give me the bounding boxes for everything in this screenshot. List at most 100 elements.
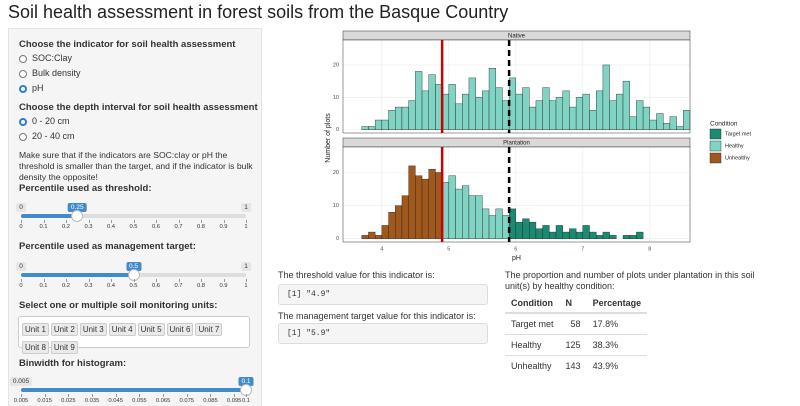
slider-tick xyxy=(163,394,165,397)
slider-tick xyxy=(92,394,94,397)
radio-label: 20 - 40 cm xyxy=(32,131,75,141)
bar xyxy=(408,165,416,239)
slider-tick xyxy=(201,279,202,282)
bar xyxy=(495,87,503,130)
table-cell: 125 xyxy=(559,334,587,356)
bar xyxy=(636,100,644,130)
bar xyxy=(609,100,617,130)
bar xyxy=(468,195,476,239)
radio-button[interactable] xyxy=(19,54,27,63)
legend-label: Unhealthy xyxy=(725,155,750,161)
output-text: The management target value for this ind… xyxy=(278,311,476,321)
bar xyxy=(388,110,396,130)
bar xyxy=(482,90,490,130)
unit-chip[interactable]: Unit 8 xyxy=(22,341,49,354)
slider-max: 1 xyxy=(241,203,251,212)
slider-tick xyxy=(21,220,22,223)
app-title: Soil health assessment in forest soils f… xyxy=(8,2,509,22)
table-header-cell: Condition xyxy=(505,294,560,314)
bar xyxy=(361,126,369,130)
table-cell: Unhealthy xyxy=(505,355,560,376)
bar xyxy=(448,84,456,130)
unit-selector[interactable]: Unit 1 Unit 2 Unit 3 Unit 4 Unit 5 Unit 6 Unit… xyxy=(18,316,250,354)
bar xyxy=(415,71,423,130)
unit-chip[interactable]: Unit 9 xyxy=(50,341,78,354)
radio-label: 0 - 20 cm xyxy=(32,116,70,126)
bar xyxy=(515,93,523,130)
slider-tick xyxy=(21,279,22,282)
bar xyxy=(401,195,409,239)
bar xyxy=(529,221,537,239)
bar xyxy=(374,119,383,130)
bar xyxy=(408,100,416,130)
bar xyxy=(642,106,651,130)
radio-button[interactable] xyxy=(19,132,27,141)
radio-button[interactable] xyxy=(19,84,27,93)
slider-min: 0 xyxy=(16,262,26,271)
bar xyxy=(495,208,503,239)
unit-chip[interactable]: Unit 6 xyxy=(166,323,194,336)
bar xyxy=(569,228,577,239)
section-label: Percentile used as management target: xyxy=(19,241,196,252)
bar xyxy=(609,235,617,239)
slider-tick-label: 0.5 xyxy=(129,224,138,230)
unit-chip[interactable]: Unit 2 xyxy=(50,323,78,336)
bar xyxy=(589,110,597,130)
bar xyxy=(448,175,456,239)
slider-tick-label: 0 xyxy=(19,283,23,289)
slider-tick-label: 0.065 xyxy=(155,398,171,404)
table-cell: 58 xyxy=(559,312,587,335)
slider-track[interactable] xyxy=(21,214,246,218)
unit-chip[interactable]: Unit 4 xyxy=(108,323,136,336)
bar xyxy=(475,97,483,130)
radio-button[interactable] xyxy=(19,117,27,126)
panel-border xyxy=(342,39,691,134)
unit-chip[interactable]: Unit 3 xyxy=(79,323,107,336)
slider-tick xyxy=(68,394,70,397)
bar xyxy=(421,90,429,130)
y-tick-label: 20 xyxy=(333,170,339,176)
slider-tick-label: 1 xyxy=(244,224,248,230)
table-cell: Target met xyxy=(505,312,560,335)
bar xyxy=(676,126,684,130)
bar xyxy=(428,168,436,239)
note: Make sure that if the indicators are SOC… xyxy=(19,150,253,182)
bar xyxy=(582,93,590,130)
table-row: Healthy 125 38.3% xyxy=(505,334,648,356)
legend-title: Condition xyxy=(710,121,738,128)
radio-option[interactable]: Bulk density xyxy=(19,68,81,78)
radio-option[interactable]: pH xyxy=(19,83,44,93)
radio-option[interactable]: SOC:Clay xyxy=(19,53,72,63)
unit-chip[interactable]: Unit 5 xyxy=(137,323,165,336)
bar xyxy=(374,235,383,239)
slider-fill xyxy=(21,273,134,277)
bar xyxy=(381,225,389,239)
x-axis-label: pH xyxy=(512,255,521,262)
output-text: The threshold value for this indicator i… xyxy=(278,270,435,280)
bar xyxy=(368,231,376,239)
bar xyxy=(569,106,577,130)
unit-chip[interactable]: Unit 1 xyxy=(22,323,49,336)
radio-option[interactable]: 0 - 20 cm xyxy=(19,116,70,126)
bar xyxy=(428,74,436,130)
bar xyxy=(656,113,664,130)
slider-tick-label: 0.2 xyxy=(61,283,71,289)
slider-tick-label: 1 xyxy=(244,283,248,289)
bar xyxy=(482,208,490,239)
y-tick-label: 10 xyxy=(333,95,339,101)
slider-handle[interactable] xyxy=(71,210,84,222)
legend-key xyxy=(709,128,722,140)
radio-option[interactable]: 20 - 40 cm xyxy=(19,131,75,141)
slider-value: 0.5 xyxy=(125,262,142,271)
section-label: Choose the depth interval for soil healt… xyxy=(19,102,258,113)
slider-tick xyxy=(88,279,90,282)
slider-tick xyxy=(43,279,45,282)
slider-tick-label: 0.005 xyxy=(13,398,29,404)
bar xyxy=(395,205,403,239)
radio-label: SOC:Clay xyxy=(32,53,73,63)
radio-button[interactable] xyxy=(19,69,27,78)
bar xyxy=(596,235,604,239)
unit-chip[interactable]: Unit 7 xyxy=(195,323,223,336)
table-header: Condition N Percentage xyxy=(505,294,648,314)
